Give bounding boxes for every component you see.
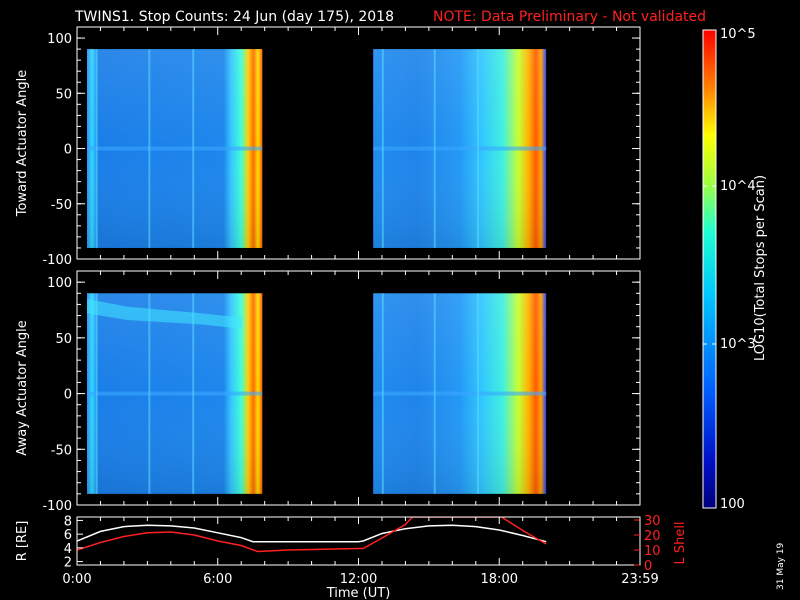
left-y-tick-label: 4 [64,542,72,557]
heatmap-stripe [95,49,98,248]
heatmap-stripe [433,293,436,494]
heatmap-panel: 100 50 0 -50 -100 Toward Actuator Angle [15,26,641,268]
right-y-tick-label: 0 [644,559,652,574]
left-y-tick-label: 8 [64,514,72,529]
y-tick-label: 50 [55,332,72,347]
heatmap-stripe [476,49,479,248]
heatmap-stripe [148,293,151,494]
colorbar-tick-label: 10^3 [720,337,756,352]
left-y-tick-label: 2 [64,556,72,571]
x-tick-label: 6:00 [203,572,232,587]
chart-title: TWINS1. Stop Counts: 24 Jun (day 175), 2… [74,9,394,25]
y-tick-label: -50 [51,198,72,213]
y-axis-label: Away Actuator Angle [15,320,30,455]
left-y-axis-label: R [RE] [15,521,30,562]
x-tick-label: 18:00 [481,572,518,587]
colorbar-tick-label: 10^4 [720,179,756,194]
zero-angle-band [87,391,263,396]
zero-angle-band [373,391,547,396]
right-y-tick-label: 30 [644,514,661,529]
right-y-tick-label: 20 [644,529,661,544]
colorbar-scale [702,29,717,509]
x-tick-label: 0:00 [62,572,91,587]
colorbar: 10^5 10^4 10^3 100 LOG10(Total Stops per… [702,27,768,512]
heatmap-stripe [433,49,436,248]
right-y-axis-label: L Shell [673,521,688,564]
y-tick-label: 100 [47,32,72,47]
heatmap-panels: 100 50 0 -50 -100 Toward Actuator Angle 100 50 0… [15,26,641,514]
left-y-tick-label: 6 [64,528,72,543]
y-tick-label: -100 [42,499,72,514]
right-y-tick-label: 10 [644,544,661,559]
heatmap-stripe [381,293,384,494]
y-tick-label: -50 [51,443,72,458]
heatmap-panel: 100 50 0 -50 -100 Away Actuator Angle [15,270,641,514]
zero-angle-band [373,146,547,151]
x-tick-label: 12:00 [340,572,377,587]
heatmap-stripe [192,49,195,248]
x-axis-label: Time (UT) [326,586,391,600]
heatmap-stripe [381,49,384,248]
high-angle-band [87,298,243,329]
colorbar-tick-label: 100 [720,497,745,512]
colorbar-label: LOG10(Total Stops per Scan) [753,175,768,361]
y-tick-label: 0 [64,388,72,403]
y-tick-label: 0 [64,143,72,158]
chart-note: NOTE: Data Preliminary - Not validated [433,9,706,25]
y-tick-label: 50 [55,87,72,102]
r-series-line [77,524,547,543]
heatmap-stripe [95,293,98,494]
zero-angle-band [87,146,263,151]
heatmap-stripe [148,49,151,248]
heatmap-stripe [192,293,195,494]
y-axis-label: Toward Actuator Angle [15,70,30,217]
heatmap-stripe [476,293,479,494]
colorbar-tick-label: 10^5 [720,27,756,42]
x-tick-label: 23:59 [621,572,658,587]
y-tick-label: -100 [42,253,72,268]
l-shell-series-line [77,517,547,553]
date-stamp: 31 May 19 [776,542,786,590]
y-tick-label: 100 [47,276,72,291]
